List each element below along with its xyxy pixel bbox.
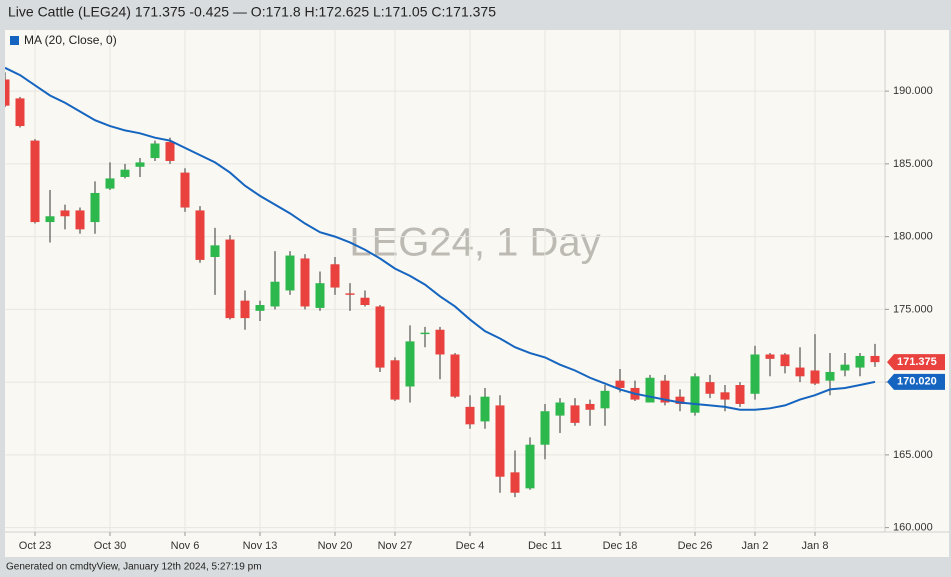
candle-body [135, 162, 145, 167]
y-tick-label: 175.000 [893, 303, 933, 315]
candle-body [600, 390, 610, 409]
x-tick-label: Nov 20 [318, 540, 353, 552]
candle-body [750, 354, 760, 394]
candle-body [105, 178, 115, 189]
price-tag-label: 170.020 [897, 376, 937, 388]
candle-body [765, 354, 775, 359]
candle-body [840, 364, 850, 371]
candle-body [780, 354, 790, 367]
candle-body [285, 255, 295, 291]
candle-body [480, 396, 490, 422]
candle-body [465, 406, 475, 425]
candle-body [195, 210, 205, 260]
x-tick-label: Oct 30 [94, 540, 126, 552]
candle-body [510, 472, 520, 493]
candle-body [435, 329, 445, 355]
candle-body [240, 300, 250, 319]
candle-body [870, 355, 880, 363]
candle-body [330, 264, 340, 288]
candle-body [540, 411, 550, 445]
plot-background [5, 30, 949, 557]
candle-body [5, 79, 10, 106]
candle-body [450, 354, 460, 397]
candle-body [390, 360, 400, 400]
candle-body [210, 245, 220, 257]
candle-body [825, 371, 835, 381]
y-tick-label: 160.000 [893, 522, 933, 534]
candle-body [585, 403, 595, 410]
candle-body [615, 380, 625, 388]
footer: Generated on cmdtyView, January 12th 202… [6, 562, 262, 573]
x-tick-label: Dec 18 [603, 540, 638, 552]
candle-body [735, 385, 745, 404]
legend-label: MA (20, Close, 0) [24, 33, 117, 47]
candle-body [495, 405, 505, 477]
candle-body [225, 239, 235, 319]
x-tick-label: Dec 4 [456, 540, 485, 552]
candle-body [60, 210, 70, 217]
candle-body [255, 305, 265, 311]
legend-swatch [10, 36, 19, 45]
price-tag [887, 354, 945, 371]
candle-body [420, 332, 430, 335]
candle-body [570, 405, 580, 423]
candle-body [150, 143, 160, 159]
candle-body [165, 142, 175, 161]
candle-body [15, 98, 25, 127]
candle-body [645, 377, 655, 403]
x-tick-label: Nov 27 [378, 540, 413, 552]
price-tag-label: 171.375 [897, 356, 937, 368]
price-tag [887, 373, 945, 390]
y-tick-label: 190.000 [893, 85, 933, 97]
watermark: LEG24, 1 Day [349, 221, 600, 265]
y-tick-label: 185.000 [893, 158, 933, 170]
candle-body [180, 172, 190, 208]
candle-body [660, 380, 670, 403]
candle-body [75, 210, 85, 230]
candle-body [810, 370, 820, 384]
candle-body [345, 293, 355, 295]
candle-body [90, 192, 100, 223]
candle-body [300, 258, 310, 307]
candle-body [405, 341, 415, 387]
candle-body [720, 392, 730, 400]
candle-body [45, 216, 55, 223]
candle-body [360, 297, 370, 306]
candle-body [315, 283, 325, 308]
x-tick-label: Oct 23 [19, 540, 51, 552]
candle-body [675, 396, 685, 404]
x-tick-label: Dec 11 [528, 540, 562, 552]
candle-body [555, 402, 565, 416]
candle-body [690, 376, 700, 413]
x-tick-label: Jan 8 [802, 540, 829, 552]
x-tick-label: Dec 26 [678, 540, 713, 552]
x-tick-label: Nov 13 [243, 540, 278, 552]
y-tick-label: 180.000 [893, 231, 933, 243]
y-tick-label: 165.000 [893, 449, 933, 461]
candle-body [525, 444, 535, 489]
chart-title: Live Cattle (LEG24) 171.375 -0.425 — O:1… [8, 4, 496, 20]
candle-body [270, 281, 280, 307]
candle-body [120, 169, 130, 177]
candle-body [375, 306, 385, 368]
x-tick-label: Jan 2 [742, 540, 769, 552]
candle-body [30, 140, 40, 223]
candle-body [855, 355, 865, 368]
ma-line [5, 66, 876, 411]
x-tick-label: Nov 6 [171, 540, 200, 552]
candle-body [705, 382, 715, 394]
candle-body [795, 367, 805, 377]
